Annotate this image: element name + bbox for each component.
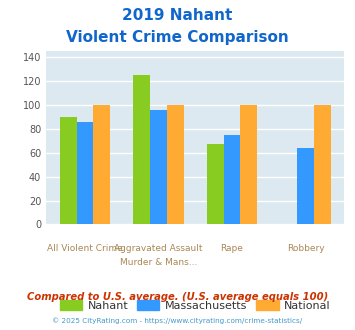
- Bar: [207, 144, 224, 224]
- Text: All Violent Crime: All Violent Crime: [47, 244, 123, 253]
- Bar: [167, 105, 184, 224]
- Bar: [150, 110, 167, 224]
- Legend: Nahant, Massachusetts, National: Nahant, Massachusetts, National: [55, 296, 335, 315]
- Text: Compared to U.S. average. (U.S. average equals 100): Compared to U.S. average. (U.S. average …: [27, 292, 328, 302]
- Bar: [60, 117, 77, 224]
- Text: 2019 Nahant: 2019 Nahant: [122, 8, 233, 23]
- Bar: [314, 105, 331, 224]
- Bar: [240, 105, 257, 224]
- Bar: [133, 75, 150, 224]
- Bar: [297, 148, 314, 224]
- Bar: [224, 135, 240, 224]
- Text: Violent Crime Comparison: Violent Crime Comparison: [66, 30, 289, 45]
- Text: Rape: Rape: [220, 244, 244, 253]
- Text: Robbery: Robbery: [286, 244, 324, 253]
- Text: Murder & Mans...: Murder & Mans...: [120, 258, 197, 267]
- Text: Aggravated Assault: Aggravated Assault: [114, 244, 203, 253]
- Text: © 2025 CityRating.com - https://www.cityrating.com/crime-statistics/: © 2025 CityRating.com - https://www.city…: [53, 317, 302, 324]
- Bar: [77, 122, 93, 224]
- Bar: [93, 105, 110, 224]
